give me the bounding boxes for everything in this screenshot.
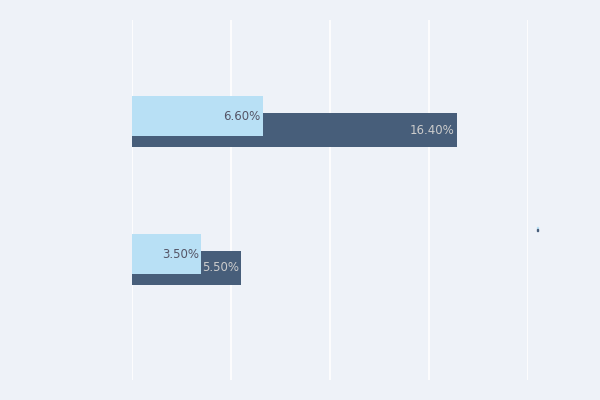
Legend: , : , [536,227,538,231]
Text: 5.50%: 5.50% [202,261,239,274]
Bar [132,234,202,274]
Bar [132,251,241,285]
Bar [132,96,263,136]
Text: 6.60%: 6.60% [223,110,261,123]
Bar [132,113,457,147]
Text: 3.50%: 3.50% [163,248,199,260]
Text: 16.40%: 16.40% [410,124,455,137]
